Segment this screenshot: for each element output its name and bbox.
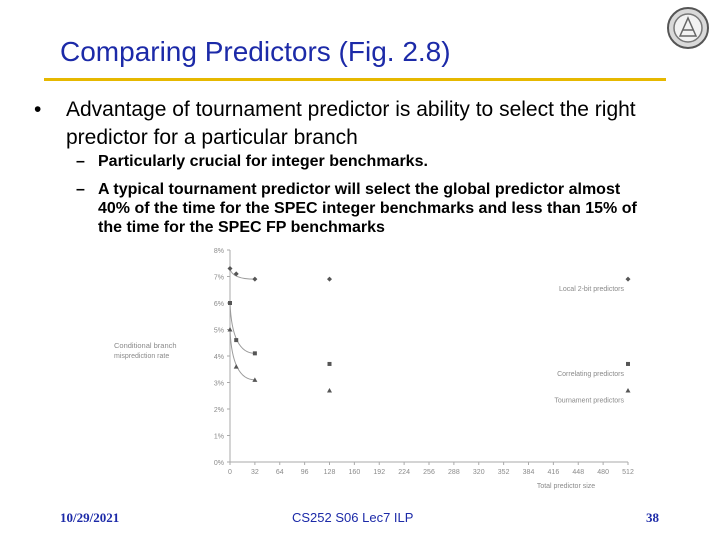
data-point-square — [626, 361, 630, 366]
data-point-triangle — [327, 387, 332, 393]
university-seal-icon — [667, 7, 709, 49]
footer-course: CS252 S06 Lec7 ILP — [292, 510, 414, 525]
series-label: Local 2-bit predictors — [559, 286, 624, 293]
y-tick-label: 8% — [214, 248, 224, 255]
data-point-square — [234, 338, 239, 343]
x-tick-label: 288 — [448, 469, 460, 476]
data-point-diamond — [233, 271, 239, 277]
x-tick-label: 32 — [251, 469, 259, 476]
x-tick-label: 224 — [398, 469, 410, 476]
x-tick-label: 416 — [548, 469, 560, 476]
x-tick-label: 192 — [373, 469, 385, 476]
x-tick-label: 512 — [622, 469, 634, 476]
sub-marker: – — [76, 181, 85, 198]
bullet-text: Advantage of tournament predictor is abi… — [66, 98, 636, 149]
x-tick-label: 384 — [523, 469, 535, 476]
y-tick-label: 7% — [214, 275, 224, 282]
y-tick-label: 2% — [214, 407, 224, 414]
title-underline — [44, 78, 666, 81]
x-tick-label: 0 — [228, 469, 232, 476]
y-tick-label: 1% — [214, 434, 224, 441]
y-tick-label: 4% — [214, 354, 224, 361]
data-point-square — [327, 361, 332, 366]
x-tick-label: 128 — [324, 469, 336, 476]
slide-title: Comparing Predictors (Fig. 2.8) — [60, 36, 451, 67]
data-point-diamond — [625, 276, 631, 282]
data-point-triangle — [252, 377, 258, 382]
data-point-square — [252, 351, 257, 356]
x-tick-label: 64 — [276, 469, 284, 476]
series-line — [229, 329, 255, 381]
x-tick-label: 160 — [349, 469, 361, 476]
data-point-triangle — [233, 364, 239, 369]
x-tick-label: 320 — [473, 469, 485, 476]
x-tick-label: 256 — [423, 469, 435, 476]
series-line — [229, 302, 255, 354]
y-tick-label: 5% — [214, 328, 224, 335]
x-tick-label: 480 — [597, 469, 609, 476]
data-point-triangle — [227, 327, 233, 332]
y-tick-label: 0% — [214, 460, 224, 467]
x-axis-label: Total predictor size — [537, 483, 595, 490]
data-point-diamond — [252, 276, 258, 282]
x-tick-label: 448 — [572, 469, 584, 476]
x-tick-label: 96 — [301, 469, 309, 476]
data-point-diamond — [327, 276, 332, 282]
x-tick-label: 352 — [498, 469, 510, 476]
data-point-triangle — [625, 387, 631, 393]
series-label: Correlating predictors — [557, 371, 624, 378]
footer-page-number: 38 — [646, 510, 659, 525]
y-tick-label: 6% — [214, 301, 224, 308]
y-axis-label: misprediction rate — [114, 353, 169, 360]
data-point-diamond — [227, 266, 233, 272]
misprediction-chart: 0% 1% 2% 3% 4% 5% 6% 7% 8% 0 32 64 96 128 160 192 224 256… — [114, 248, 634, 490]
footer-date: 10/29/2021 — [60, 510, 120, 525]
y-tick-label: 3% — [214, 381, 224, 388]
y-axis-label: Conditional branch — [114, 341, 177, 350]
sub-point-text: Particularly crucial for integer benchma… — [98, 153, 428, 170]
data-point-square — [228, 301, 232, 305]
bullet-marker: • — [34, 98, 42, 121]
series-label: Tournament predictors — [554, 397, 624, 404]
sub-marker: – — [76, 153, 85, 170]
sub-point-text: A typical tournament predictor will sele… — [98, 181, 637, 236]
